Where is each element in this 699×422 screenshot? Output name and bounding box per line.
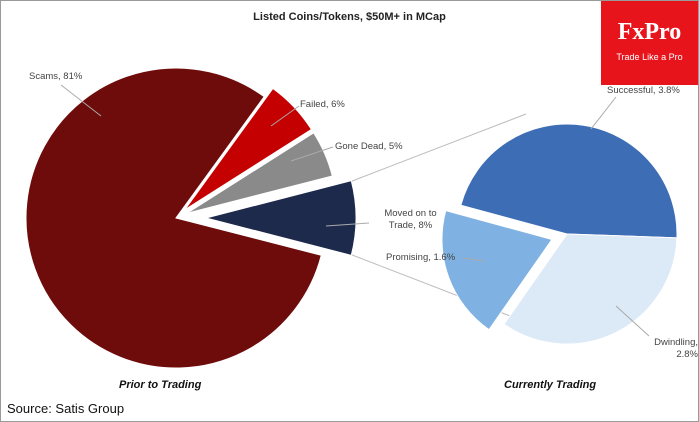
leader-line: [60, 84, 102, 117]
logo: FxPro Trade Like a Pro: [601, 1, 698, 85]
leader-line: [462, 257, 485, 262]
source: Source: Satis Group: [7, 401, 125, 416]
leader-line: [290, 146, 334, 162]
chart-title: Listed Coins/Tokens, $50M+ in MCap: [253, 11, 446, 23]
data-label: Failed, 6%: [300, 99, 345, 110]
data-label: Scams, 81%: [29, 71, 83, 82]
logo-brand: FxPro: [617, 19, 682, 45]
data-label: Promising, 1.6%: [386, 252, 456, 263]
leader-line: [270, 105, 300, 127]
pie-slice: [25, 67, 322, 369]
leader-line: [325, 222, 370, 227]
data-label: Successful, 3.8%: [607, 85, 680, 96]
leader-line: [615, 305, 650, 337]
data-label: Moved on to Trade, 8%: [384, 208, 437, 231]
pie-slice: [503, 233, 678, 345]
pie-slice: [205, 180, 357, 256]
pie-slice: [184, 87, 313, 211]
pie-slice: [441, 210, 553, 331]
pie-title: Prior to Trading: [119, 379, 202, 391]
data-label: Dwindling, 2.8%: [654, 337, 698, 360]
data-label: Gone Dead, 5%: [335, 141, 403, 152]
pie-slice: [460, 123, 678, 239]
pie-slice: [186, 132, 333, 214]
leader-line: [590, 96, 617, 130]
connector: [346, 113, 527, 184]
pie-title: Currently Trading: [504, 379, 597, 391]
logo-slogan: Trade Like a Pro: [616, 52, 683, 62]
